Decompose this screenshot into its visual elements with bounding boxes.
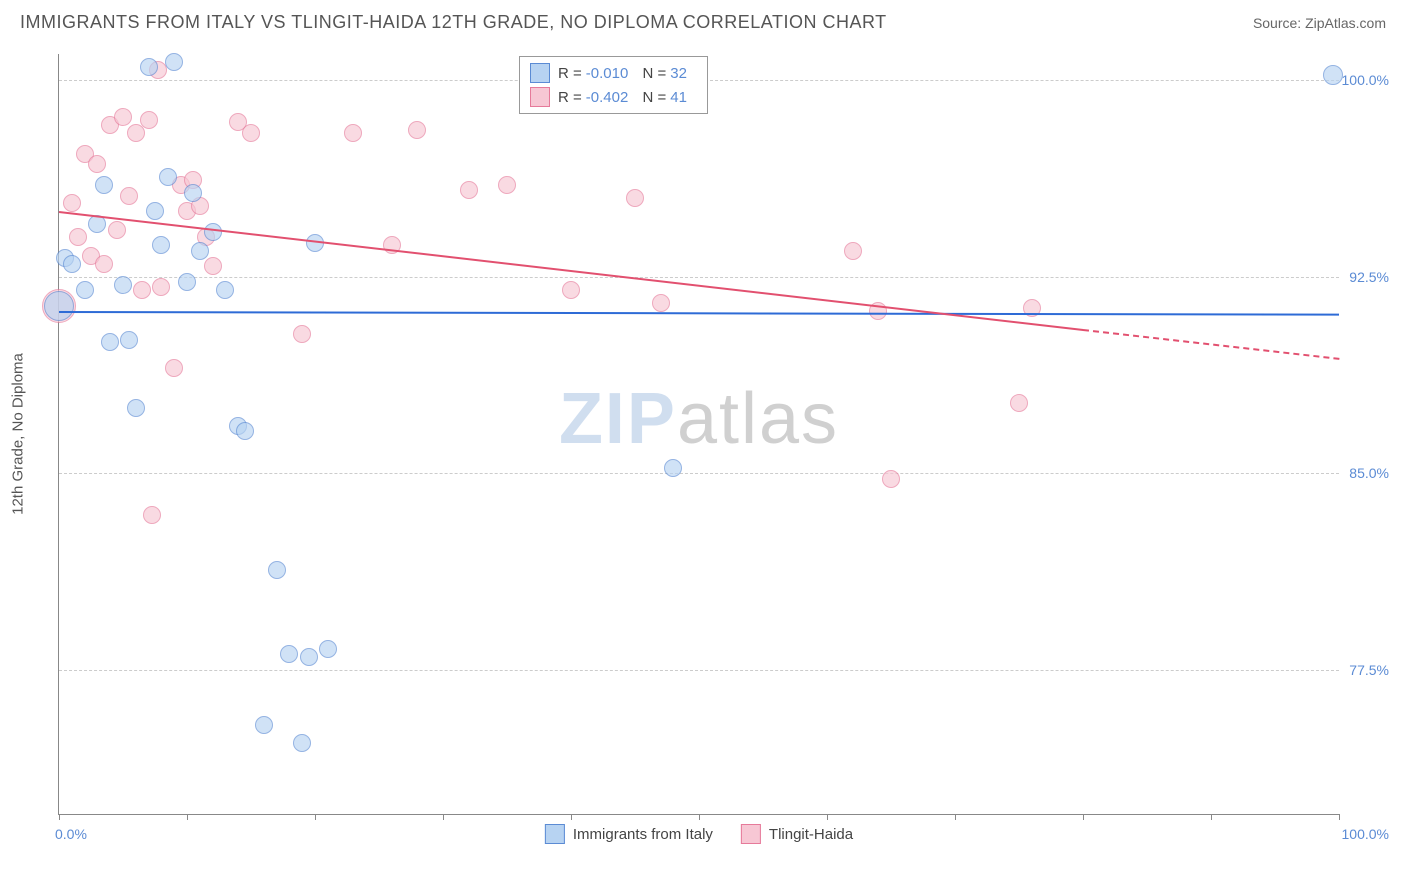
chart: 12th Grade, No Diploma ZIPatlas 100.0%92… [58, 54, 1388, 814]
data-point [120, 187, 138, 205]
data-point [460, 181, 478, 199]
series-legend: Immigrants from ItalyTlingit-Haida [545, 824, 853, 844]
data-point [882, 470, 900, 488]
x-label-min: 0.0% [55, 826, 87, 842]
trend-line-extrapolated [1083, 329, 1339, 360]
data-point [626, 189, 644, 207]
y-tick-label: 85.0% [1341, 465, 1389, 481]
y-tick-label: 100.0% [1341, 72, 1389, 88]
plot-area: ZIPatlas 100.0%92.5%85.0%77.5%0.0%100.0%… [58, 54, 1339, 815]
data-point [293, 734, 311, 752]
gridline [59, 670, 1339, 671]
trend-line [59, 311, 1339, 316]
data-point [44, 291, 74, 321]
gridline [59, 473, 1339, 474]
x-tick [571, 814, 572, 820]
chart-title: IMMIGRANTS FROM ITALY VS TLINGIT-HAIDA 1… [20, 12, 887, 33]
x-label-max: 100.0% [1342, 826, 1389, 842]
data-point [344, 124, 362, 142]
data-point [300, 648, 318, 666]
data-point [664, 459, 682, 477]
source-text: Source: ZipAtlas.com [1253, 15, 1386, 31]
x-tick [59, 814, 60, 820]
data-point [69, 228, 87, 246]
data-point [178, 273, 196, 291]
data-point [204, 257, 222, 275]
data-point [1010, 394, 1028, 412]
x-tick [443, 814, 444, 820]
data-point [140, 58, 158, 76]
y-axis-label: 12th Grade, No Diploma [10, 353, 27, 515]
data-point [146, 202, 164, 220]
data-point [204, 223, 222, 241]
data-point [133, 281, 151, 299]
x-tick [1339, 814, 1340, 820]
data-point [152, 236, 170, 254]
data-point [319, 640, 337, 658]
x-tick [827, 814, 828, 820]
correlation-legend: R =-0.010 N =32R =-0.402 N =41 [519, 56, 708, 114]
data-point [562, 281, 580, 299]
data-point [165, 359, 183, 377]
data-point [1323, 65, 1343, 85]
data-point [184, 184, 202, 202]
data-point [88, 155, 106, 173]
gridline [59, 277, 1339, 278]
data-point [236, 422, 254, 440]
data-point [143, 506, 161, 524]
data-point [63, 194, 81, 212]
data-point [844, 242, 862, 260]
data-point [159, 168, 177, 186]
x-tick [699, 814, 700, 820]
data-point [95, 176, 113, 194]
data-point [280, 645, 298, 663]
x-tick [1211, 814, 1212, 820]
data-point [268, 561, 286, 579]
data-point [255, 716, 273, 734]
data-point [114, 276, 132, 294]
data-point [191, 242, 209, 260]
x-tick [1083, 814, 1084, 820]
data-point [101, 333, 119, 351]
data-point [63, 255, 81, 273]
data-point [114, 108, 132, 126]
data-point [652, 294, 670, 312]
data-point [216, 281, 234, 299]
data-point [95, 255, 113, 273]
y-tick-label: 77.5% [1341, 662, 1389, 678]
data-point [408, 121, 426, 139]
x-tick [955, 814, 956, 820]
data-point [165, 53, 183, 71]
x-tick [315, 814, 316, 820]
x-tick [187, 814, 188, 820]
watermark: ZIPatlas [559, 378, 839, 460]
data-point [108, 221, 126, 239]
y-tick-label: 92.5% [1341, 269, 1389, 285]
data-point [498, 176, 516, 194]
data-point [140, 111, 158, 129]
data-point [120, 331, 138, 349]
data-point [242, 124, 260, 142]
data-point [152, 278, 170, 296]
data-point [293, 325, 311, 343]
data-point [76, 281, 94, 299]
data-point [127, 399, 145, 417]
source-link[interactable]: ZipAtlas.com [1305, 15, 1386, 31]
